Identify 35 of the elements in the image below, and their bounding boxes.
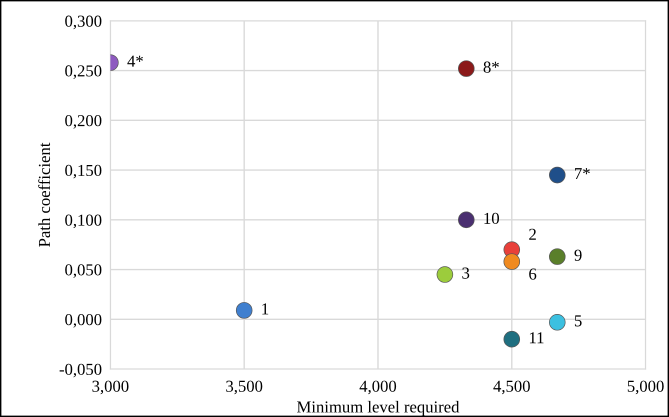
point [549,166,566,184]
y-tick-label: 0,150 [65,164,102,178]
point [549,248,566,265]
point [458,60,475,77]
series-label: 10 [484,212,499,224]
y-tick-label: 0,250 [65,65,102,79]
series-label: 9 [574,250,582,261]
x-tick-label: 3,500 [226,380,262,394]
x-tick-label: 4,500 [493,380,530,394]
point [504,253,520,270]
series-label: 2 [529,228,536,240]
x-tick-label: 5,000 [628,380,664,394]
point [504,330,520,348]
y-tick-label: 0,300 [65,16,102,30]
point [436,266,454,283]
series-label: 4* [127,56,143,67]
x-axis-title: Minimum level required [297,400,460,416]
x-tick-label: 4,000 [360,380,396,394]
y-tick-label: -0,050 [60,364,102,378]
y-tick-label: 0,200 [65,115,102,129]
series-label: 3 [462,268,470,279]
y-tick-label: 0,100 [65,214,102,228]
point [549,314,566,331]
series-label: 6 [529,268,536,280]
y-tick-label: 0,000 [65,314,102,328]
y-axis-title: Path coefficient [38,142,50,247]
series-label: 1 [262,303,268,314]
x-tick-label: 3,000 [92,380,128,394]
series-label: 11 [530,332,544,344]
series-label: 5 [574,315,582,326]
point [236,302,252,319]
y-tick-label: 0,050 [65,264,102,278]
point [458,212,475,228]
series-label: 7* [575,168,590,180]
series-label: 8* [484,62,499,73]
